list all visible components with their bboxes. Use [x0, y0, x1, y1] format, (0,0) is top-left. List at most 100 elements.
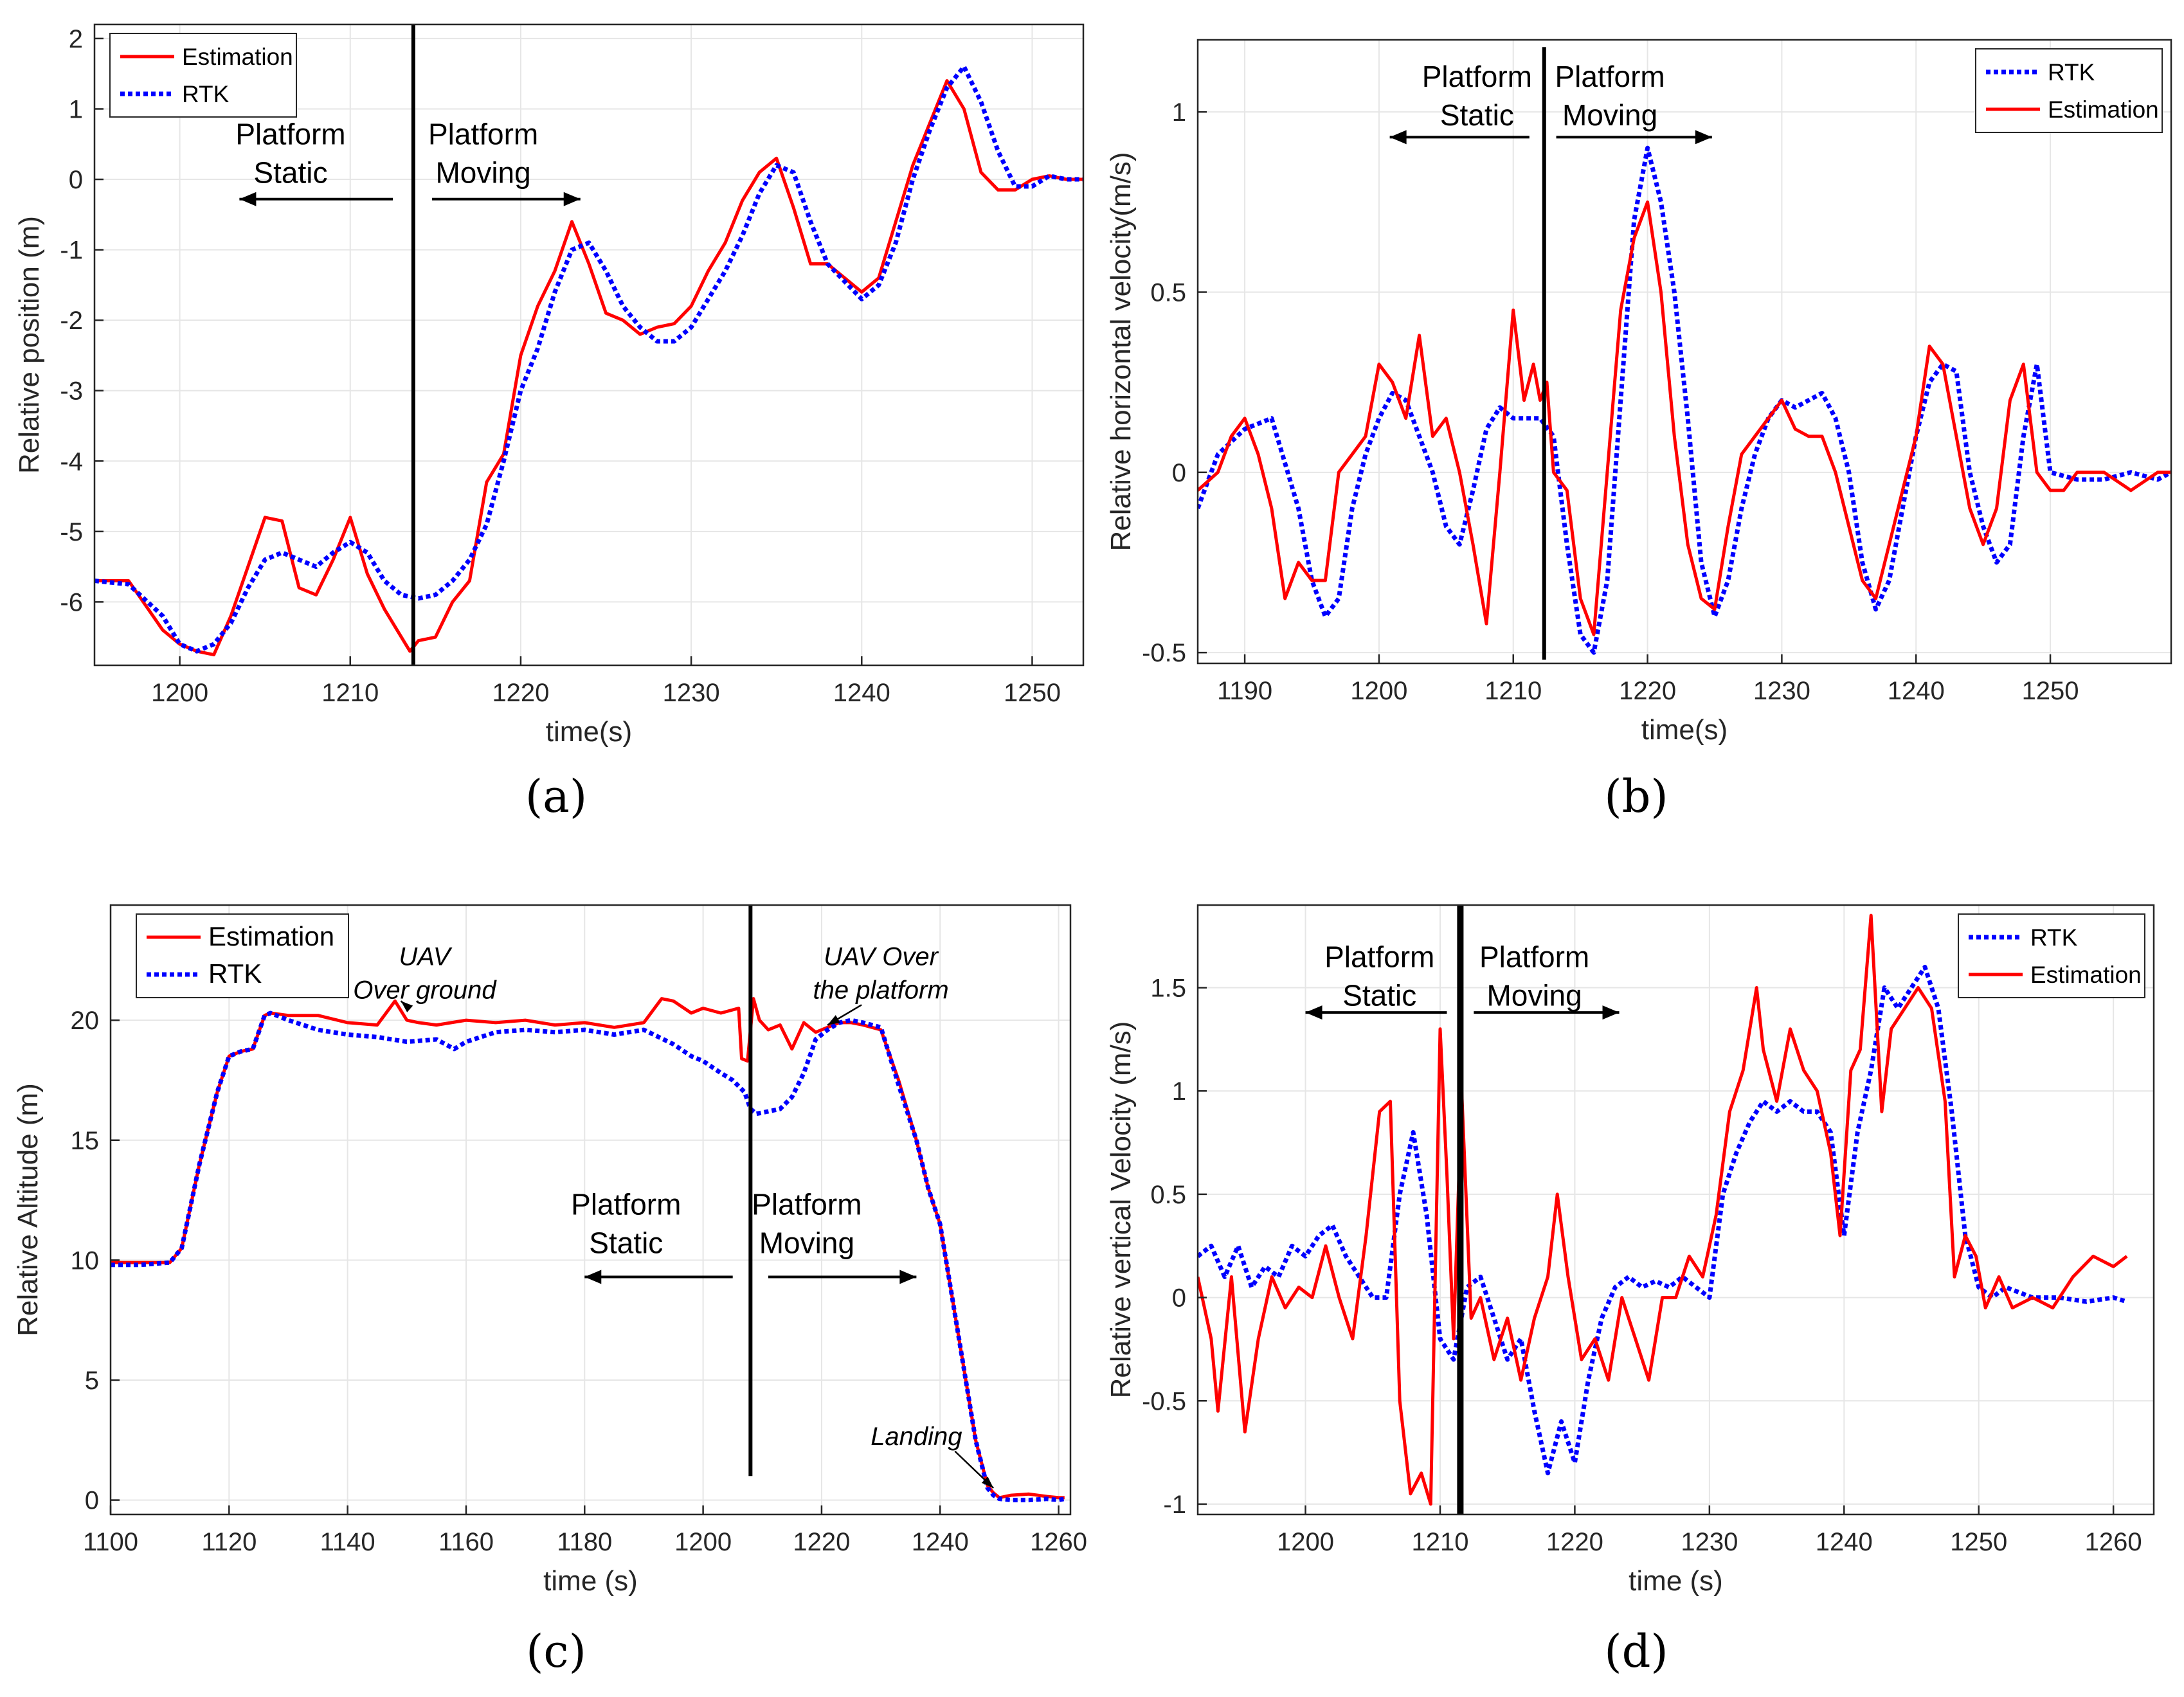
platform-phase-label-line: Moving — [435, 156, 530, 189]
series-line-estimation — [1198, 913, 2128, 1506]
arrowhead — [1389, 130, 1407, 145]
event-annotation-line: Landing — [871, 1423, 962, 1451]
legend-label-estimation: Estimation — [182, 44, 293, 70]
y-tick-label: -6 — [60, 588, 83, 616]
x-tick-label: 1230 — [1753, 677, 1810, 705]
platform-phase-label-line: Moving — [759, 1226, 854, 1259]
x-tick-label: 1210 — [321, 679, 379, 707]
y-tick-label: 0.5 — [1150, 1181, 1186, 1209]
platform-phase-label-line: Platform — [1324, 940, 1434, 973]
legend-label-estimation: Estimation — [2030, 962, 2142, 988]
y-tick-label: -1 — [1163, 1491, 1186, 1519]
event-annotation-line: the platform — [813, 976, 948, 1004]
x-tick-label: 1250 — [2022, 677, 2079, 705]
arrowhead — [1602, 1005, 1620, 1020]
legend-box — [109, 33, 297, 118]
annotation-pointer-head — [827, 1015, 840, 1025]
y-tick-label: 5 — [85, 1367, 99, 1395]
platform-phase-label-line: Static — [589, 1226, 663, 1259]
x-tick-label: 1210 — [1411, 1528, 1468, 1556]
event-annotation-line: UAV Over — [824, 942, 939, 971]
x-tick-label: 1100 — [83, 1528, 138, 1556]
axes-box — [1196, 39, 2172, 665]
arrowhead — [239, 192, 257, 206]
axes-box — [1196, 904, 2155, 1516]
x-tick-label: 1240 — [1888, 677, 1945, 705]
caption-d: (d) — [1604, 1625, 1668, 1678]
x-tick-label: 1220 — [1619, 677, 1676, 705]
event-annotation-line: Over ground — [353, 976, 497, 1004]
legend-label-rtk: RTK — [2030, 924, 2078, 951]
legend-label-rtk: RTK — [182, 81, 230, 107]
y-tick-label: 0 — [85, 1487, 99, 1515]
legend-label-estimation: Estimation — [208, 921, 334, 951]
arrowhead — [1695, 130, 1712, 145]
platform-phase-label-line: Platform — [571, 1187, 681, 1221]
arrowhead — [1305, 1005, 1322, 1020]
platform-phase-label: Platform Moving — [1555, 60, 1665, 132]
platform-phase-label-line: Static — [1342, 978, 1416, 1012]
platform-phase-label-line: Static — [253, 156, 327, 189]
plot-area — [111, 905, 1070, 1514]
x-tick-label: 1240 — [833, 679, 890, 707]
platform-phase-label: Platform Static — [571, 1187, 681, 1259]
event-annotation: Landing — [871, 1423, 962, 1451]
platform-phase-label: Platform Moving — [428, 117, 538, 189]
x-tick-label: 1200 — [1350, 677, 1407, 705]
y-tick-label: 20 — [71, 1007, 100, 1035]
arrowhead — [563, 192, 581, 206]
x-axis-label: time(s) — [1641, 714, 1728, 746]
caption-b: (b) — [1604, 770, 1668, 823]
y-tick-label: 2 — [69, 25, 83, 53]
x-tick-label: 1240 — [912, 1528, 969, 1556]
y-tick-label: -0.5 — [1142, 639, 1186, 667]
y-tick-label: 1 — [1172, 1077, 1186, 1106]
series-line-estimation — [1198, 200, 2171, 636]
y-axis-label: Relative vertical Velocity (m/s) — [1105, 1021, 1137, 1399]
x-tick-label: 1180 — [557, 1528, 612, 1556]
y-tick-label: 0.5 — [1150, 278, 1186, 307]
platform-phase-label-line: Platform — [752, 1187, 862, 1221]
y-tick-label: -2 — [60, 307, 83, 335]
series-line-rtk — [95, 64, 1083, 654]
x-tick-label: 1230 — [1681, 1528, 1738, 1556]
x-tick-label: 1250 — [1950, 1528, 2007, 1556]
x-tick-label: 1120 — [201, 1528, 257, 1556]
x-tick-label: 1200 — [151, 679, 208, 707]
axes-box — [109, 904, 1072, 1516]
y-tick-label: 0 — [69, 166, 83, 194]
x-tick-label: 1260 — [2085, 1528, 2142, 1556]
caption-c: (c) — [526, 1625, 586, 1678]
y-tick-label: -5 — [60, 518, 83, 546]
y-tick-label: 0 — [1172, 459, 1186, 487]
platform-phase-label-line: Platform — [1479, 940, 1589, 973]
x-axis-label: time(s) — [546, 716, 632, 748]
x-tick-label: 1210 — [1485, 677, 1542, 705]
event-annotation: UAV Over ground — [353, 942, 497, 1004]
platform-phase-label-line: Platform — [428, 117, 538, 150]
chart-panel-c: Platform Static Platform Moving UAV Over grou… — [12, 904, 1087, 1597]
y-tick-label: -4 — [60, 447, 83, 476]
y-tick-label: 1.5 — [1150, 974, 1186, 1003]
platform-phase-label-line: Platform — [1422, 60, 1532, 93]
platform-phase-label-line: Static — [1440, 98, 1514, 132]
platform-phase-label: Platform Moving — [752, 1187, 862, 1259]
legend-box — [136, 913, 349, 998]
y-axis-label: Relative horizontal velocity(m/s) — [1105, 152, 1137, 551]
legend-label-rtk: RTK — [2048, 59, 2095, 85]
x-tick-label: 1190 — [1217, 677, 1272, 705]
y-tick-label: -3 — [60, 377, 83, 406]
event-annotation-line: UAV — [399, 942, 452, 971]
y-tick-label: 10 — [71, 1246, 100, 1275]
x-tick-label: 1260 — [1030, 1528, 1087, 1556]
x-tick-label: 1220 — [1546, 1528, 1603, 1556]
platform-phase-label-line: Moving — [1486, 978, 1582, 1012]
series-line-rtk — [1198, 145, 2171, 655]
platform-phase-label-line: Moving — [1562, 98, 1657, 132]
platform-phase-label: Platform Static — [1324, 940, 1434, 1012]
x-axis-label: time (s) — [1629, 1565, 1723, 1597]
platform-phase-label: Platform Static — [235, 117, 345, 189]
y-tick-label: -1 — [60, 237, 83, 265]
series-line-rtk — [111, 1010, 1065, 1503]
arrowhead — [899, 1270, 917, 1284]
